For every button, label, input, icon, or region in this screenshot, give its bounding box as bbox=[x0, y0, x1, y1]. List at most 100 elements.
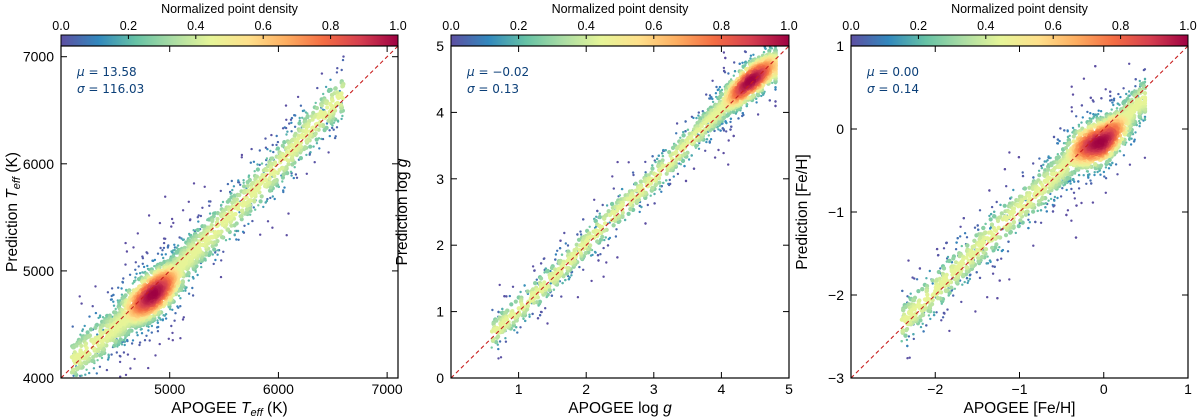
data-point bbox=[219, 189, 222, 193]
data-point bbox=[332, 128, 335, 131]
data-point bbox=[290, 162, 295, 167]
data-point bbox=[657, 154, 660, 157]
data-point bbox=[150, 331, 153, 334]
data-point bbox=[156, 330, 160, 333]
data-point bbox=[538, 314, 542, 317]
data-point bbox=[258, 149, 261, 152]
data-point bbox=[93, 352, 98, 357]
data-point bbox=[212, 262, 215, 266]
data-point bbox=[177, 294, 181, 297]
data-point bbox=[256, 163, 259, 166]
data-point bbox=[620, 213, 625, 218]
data-point bbox=[508, 313, 513, 319]
data-point bbox=[254, 208, 257, 211]
data-point bbox=[711, 79, 714, 83]
colorbar-tick-label: 0.8 bbox=[322, 19, 339, 33]
data-point bbox=[309, 151, 312, 154]
data-point bbox=[755, 101, 758, 104]
data-point bbox=[595, 215, 598, 218]
data-point bbox=[724, 56, 727, 60]
data-point bbox=[680, 153, 685, 158]
data-point bbox=[519, 326, 522, 329]
data-point bbox=[83, 336, 88, 341]
data-point bbox=[494, 318, 499, 323]
data-point bbox=[123, 343, 126, 347]
data-point bbox=[314, 106, 319, 111]
y-tick-label: 4000 bbox=[23, 370, 54, 386]
data-point bbox=[216, 229, 221, 234]
data-point bbox=[116, 345, 119, 348]
data-point bbox=[285, 133, 288, 136]
data-point bbox=[215, 216, 220, 222]
data-point bbox=[679, 136, 682, 139]
data-point bbox=[633, 181, 638, 186]
data-point bbox=[586, 232, 592, 237]
data-point bbox=[653, 192, 656, 196]
data-point bbox=[582, 268, 585, 271]
data-point bbox=[683, 164, 686, 168]
data-point bbox=[648, 180, 653, 186]
data-point bbox=[729, 117, 733, 121]
mu-symbol: μ bbox=[76, 65, 85, 79]
data-point bbox=[140, 327, 143, 331]
data-point bbox=[298, 116, 301, 120]
data-point bbox=[296, 136, 301, 141]
data-point bbox=[105, 368, 109, 372]
data-point bbox=[774, 88, 777, 91]
data-point bbox=[605, 261, 608, 264]
data-point bbox=[264, 146, 268, 149]
y-tick-label: 6000 bbox=[23, 156, 54, 172]
data-point bbox=[134, 279, 137, 282]
data-point bbox=[659, 185, 662, 188]
data-point bbox=[229, 209, 234, 214]
data-point bbox=[658, 172, 663, 177]
data-point bbox=[192, 182, 196, 185]
data-point bbox=[335, 126, 339, 129]
data-point bbox=[230, 179, 233, 183]
data-point bbox=[290, 174, 293, 177]
data-point bbox=[113, 310, 118, 315]
data-point bbox=[544, 267, 547, 270]
data-point bbox=[275, 134, 278, 138]
data-point bbox=[328, 129, 331, 132]
axes-frame bbox=[60, 45, 399, 379]
data-point bbox=[504, 317, 509, 322]
data-point bbox=[611, 223, 616, 228]
data-point bbox=[566, 244, 570, 247]
colorbar-tick-label: 1.0 bbox=[780, 19, 797, 33]
data-point bbox=[610, 201, 615, 207]
data-point bbox=[340, 117, 343, 121]
data-point bbox=[653, 202, 656, 205]
label-part: APOGEE bbox=[171, 400, 241, 417]
data-point bbox=[84, 346, 89, 351]
colorbar-bar bbox=[450, 34, 790, 47]
data-point bbox=[305, 115, 310, 120]
data-point bbox=[697, 147, 701, 150]
data-point bbox=[204, 236, 209, 241]
data-point bbox=[247, 198, 252, 203]
data-point bbox=[241, 230, 245, 233]
data-point bbox=[618, 194, 622, 197]
data-point bbox=[322, 110, 327, 115]
data-point bbox=[100, 398, 102, 400]
data-point bbox=[745, 61, 748, 64]
data-point bbox=[576, 296, 580, 299]
data-point bbox=[148, 339, 151, 342]
data-point bbox=[539, 310, 543, 314]
data-point bbox=[186, 270, 191, 275]
data-point bbox=[589, 234, 595, 239]
data-point bbox=[536, 317, 540, 320]
data-point bbox=[496, 326, 501, 331]
data-point bbox=[760, 91, 764, 95]
data-point bbox=[122, 277, 125, 280]
data-point bbox=[705, 140, 708, 144]
data-point bbox=[313, 131, 318, 136]
data-point bbox=[320, 72, 324, 75]
data-point bbox=[513, 329, 516, 332]
data-point bbox=[313, 161, 316, 164]
data-point bbox=[86, 334, 92, 339]
data-point bbox=[656, 157, 659, 161]
data-point bbox=[115, 351, 119, 354]
data-point bbox=[132, 246, 135, 249]
